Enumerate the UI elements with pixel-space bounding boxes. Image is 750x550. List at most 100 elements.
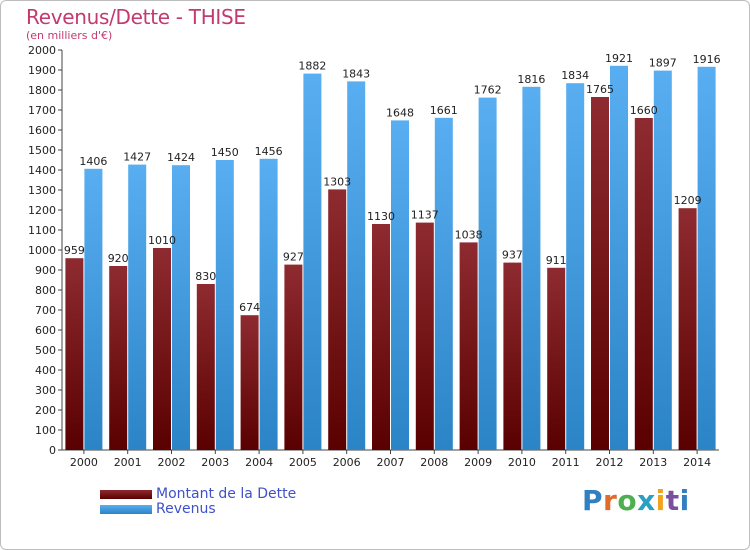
bar-revenue xyxy=(478,97,497,450)
x-tick-label: 2001 xyxy=(114,456,142,469)
bar-revenue xyxy=(172,165,190,450)
bar-revenue xyxy=(391,120,409,451)
bar-debt xyxy=(284,264,303,450)
data-label-debt: 1660 xyxy=(630,104,658,117)
y-tick-label: 1500 xyxy=(28,144,56,157)
data-label-revenue: 1450 xyxy=(211,146,239,159)
x-tick-label: 2003 xyxy=(201,456,229,469)
bar-debt xyxy=(591,97,609,450)
bar-debt xyxy=(372,224,390,450)
bar-revenue xyxy=(215,160,234,450)
logo-letter: P xyxy=(582,484,604,517)
proxiti-logo: Proxiti xyxy=(582,484,690,517)
legend-swatch-debt xyxy=(100,490,152,499)
y-tick-label: 200 xyxy=(35,404,56,417)
logo-letter: r xyxy=(603,484,618,517)
x-tick-label: 2005 xyxy=(289,456,317,469)
data-label-revenue: 1816 xyxy=(517,73,545,86)
bar-revenue xyxy=(347,81,366,451)
y-tick-label: 1700 xyxy=(28,104,56,117)
data-label-revenue: 1661 xyxy=(430,104,458,117)
legend-label-revenue: Revenus xyxy=(156,501,216,517)
data-label-revenue: 1762 xyxy=(474,84,502,97)
bar-revenue xyxy=(610,65,628,451)
data-label-debt: 911 xyxy=(546,254,567,267)
legend-label-debt: Montant de la Dette xyxy=(156,486,297,502)
chart-title: Revenus/Dette - THISE xyxy=(26,5,246,29)
data-label-revenue: 1843 xyxy=(342,67,370,80)
y-tick-label: 1000 xyxy=(28,244,56,257)
bar-debt xyxy=(634,118,653,450)
data-label-debt: 1137 xyxy=(411,209,439,222)
data-label-debt: 937 xyxy=(502,249,523,262)
y-tick-label: 2000 xyxy=(28,44,56,57)
x-tick-label: 2011 xyxy=(552,456,580,469)
bar-revenue xyxy=(653,70,672,450)
data-label-debt: 959 xyxy=(64,244,85,257)
bar-debt xyxy=(547,267,566,450)
data-label-revenue: 1834 xyxy=(561,69,589,82)
data-label-revenue: 1897 xyxy=(649,57,677,70)
logo-letter: o xyxy=(617,484,638,517)
logo-letter: i xyxy=(655,484,666,517)
bar-revenue xyxy=(697,66,716,451)
legend-swatch-revenue xyxy=(100,505,152,514)
logo-letter: t xyxy=(665,484,680,517)
y-tick-label: 1900 xyxy=(28,64,56,77)
data-label-revenue: 1921 xyxy=(605,52,633,65)
data-label-debt: 1010 xyxy=(148,234,176,247)
data-label-revenue: 1456 xyxy=(255,145,283,158)
x-tick-label: 2004 xyxy=(245,456,273,469)
data-label-debt: 1130 xyxy=(367,210,395,223)
bar-revenue xyxy=(84,168,103,451)
data-label-debt: 1765 xyxy=(586,83,614,96)
x-tick-label: 2006 xyxy=(333,456,361,469)
y-tick-label: 1600 xyxy=(28,124,56,137)
bar-debt xyxy=(240,315,259,450)
data-label-revenue: 1916 xyxy=(693,53,721,66)
bar-debt xyxy=(196,284,215,450)
x-tick-label: 2014 xyxy=(683,456,711,469)
bar-debt xyxy=(65,258,84,450)
bar-revenue xyxy=(566,83,585,450)
y-tick-label: 0 xyxy=(49,444,56,457)
bar-debt xyxy=(153,248,171,450)
data-label-debt: 1303 xyxy=(323,175,351,188)
bar-debt xyxy=(459,242,478,450)
data-label-revenue: 1648 xyxy=(386,106,414,119)
bar-revenue xyxy=(259,158,278,451)
x-tick-label: 2012 xyxy=(596,456,624,469)
chart-subtitle: (en milliers d'€) xyxy=(26,29,113,42)
x-tick-label: 2013 xyxy=(639,456,667,469)
data-label-debt: 927 xyxy=(283,251,304,264)
x-tick-label: 2008 xyxy=(420,456,448,469)
bar-debt xyxy=(415,222,434,450)
y-tick-label: 500 xyxy=(35,344,56,357)
bar-revenue xyxy=(128,164,147,450)
data-label-revenue: 1406 xyxy=(79,155,107,168)
y-tick-label: 600 xyxy=(35,324,56,337)
y-tick-label: 800 xyxy=(35,284,56,297)
y-tick-label: 1100 xyxy=(28,224,56,237)
bar-debt xyxy=(678,208,697,450)
x-tick-label: 2010 xyxy=(508,456,536,469)
x-tick-label: 2000 xyxy=(70,456,98,469)
y-tick-label: 1400 xyxy=(28,164,56,177)
data-label-revenue: 1427 xyxy=(123,151,151,164)
data-label-debt: 1209 xyxy=(674,194,702,207)
y-tick-label: 700 xyxy=(35,304,56,317)
bar-debt xyxy=(109,266,128,450)
x-tick-label: 2009 xyxy=(464,456,492,469)
bar-revenue xyxy=(522,86,541,451)
bar-debt xyxy=(328,189,347,450)
y-tick-label: 400 xyxy=(35,364,56,377)
x-tick-label: 2002 xyxy=(158,456,186,469)
y-tick-label: 1300 xyxy=(28,184,56,197)
bar-revenue xyxy=(434,117,453,451)
data-label-revenue: 1424 xyxy=(167,151,195,164)
y-tick-label: 1800 xyxy=(28,84,56,97)
y-tick-label: 100 xyxy=(35,424,56,437)
data-label-debt: 830 xyxy=(195,270,216,283)
data-label-revenue: 1882 xyxy=(298,60,326,73)
